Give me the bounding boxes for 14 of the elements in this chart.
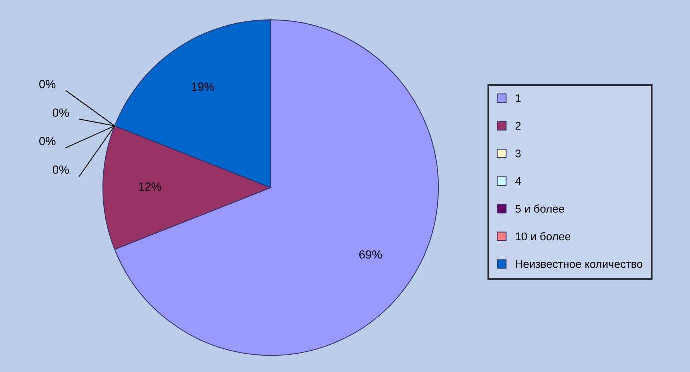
text: 0%: [52, 108, 70, 118]
data-label: 69%: [360, 250, 382, 259]
data-label: 19%: [192, 82, 214, 92]
legend-label: 2: [516, 122, 521, 130]
legend-label: 3: [516, 150, 521, 158]
legend-label: 5 и более: [516, 204, 564, 213]
legend-label: Неизвестное количество: [516, 260, 643, 268]
legend-label: 10 и более: [516, 232, 571, 241]
legend-label: 4: [515, 178, 522, 186]
text: 0%: [52, 166, 70, 174]
text: 0%: [40, 80, 56, 89]
data-label: 12%: [139, 182, 162, 191]
text: 0%: [40, 137, 56, 146]
legend-label: 1: [516, 94, 521, 102]
